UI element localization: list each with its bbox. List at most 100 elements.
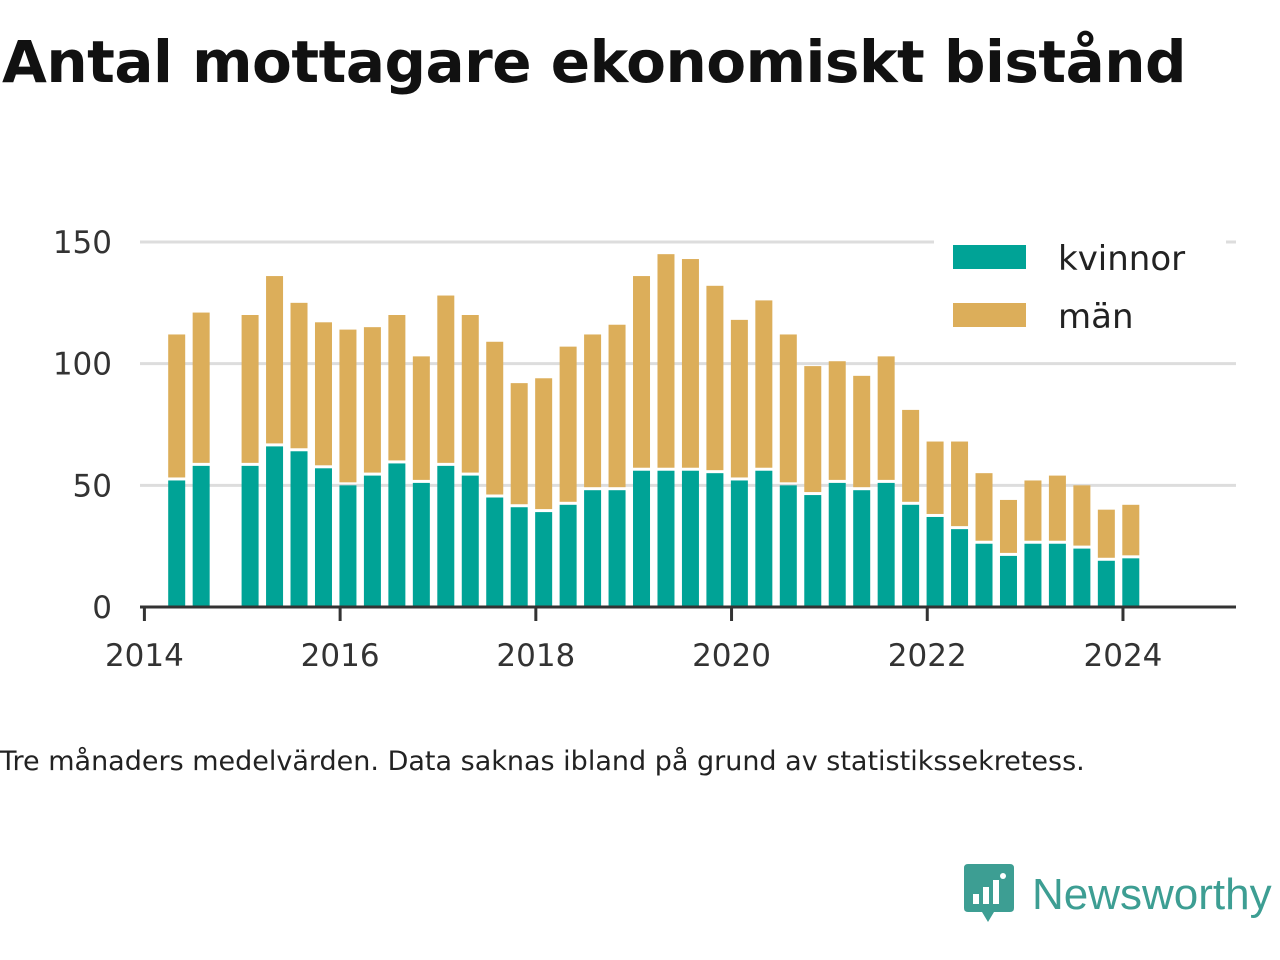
bar-kvinnor [314,468,332,607]
x-tick-label: 2020 [692,638,771,674]
bar-man [461,315,479,473]
bar-kvinnor [168,480,186,607]
bar-man [1024,480,1042,541]
bar-man [730,319,748,478]
y-axis-ticks: 0 50 100 150 [53,225,112,626]
bar-kvinnor [877,482,895,607]
x-tick-label: 2014 [105,638,184,674]
bar-man [363,327,381,473]
bar-kvinnor [902,504,920,607]
bar-man [1122,504,1140,556]
bar-man [437,295,455,463]
bar-kvinnor [999,555,1017,607]
bar-kvinnor [1097,560,1115,607]
bar-man [633,276,651,468]
bar-kvinnor [559,504,577,607]
bar-man [951,441,969,527]
bar-kvinnor [706,473,724,607]
bar-kvinnor [535,512,553,607]
y-tick-label: 100 [53,347,112,383]
bar-kvinnor [1024,543,1042,607]
bar-kvinnor [1122,558,1140,607]
bar-kvinnor [584,490,602,607]
y-tick-label: 0 [92,590,112,626]
bar-kvinnor [779,485,797,607]
bar-kvinnor [1073,548,1091,607]
bar-kvinnor [681,470,699,607]
legend-swatch-man [953,303,1026,327]
bar-man [314,322,332,466]
bar-man [999,499,1017,553]
bar-kvinnor [951,529,969,607]
bar-man [926,441,944,514]
bar-man [168,334,186,478]
bar-man [877,356,895,480]
y-tick-label: 50 [73,468,112,504]
bar-man [779,334,797,483]
bar-kvinnor [461,475,479,607]
bar-kvinnor [975,543,993,607]
bar-kvinnor [926,516,944,607]
bar-man [290,302,308,449]
bar-man [804,366,822,493]
bar-man [755,300,773,468]
bar-kvinnor [412,482,430,607]
bar-kvinnor [657,470,675,607]
bars [168,254,1140,607]
bar-man [975,473,993,541]
bar-kvinnor [437,465,455,607]
bar-man [828,361,846,480]
bar-man [1048,475,1066,541]
bar-man [706,285,724,471]
bar-man [192,312,210,463]
bar-man [902,409,920,502]
footnote: Tre månaders medelvärden. Data saknas ib… [0,746,1085,777]
bar-kvinnor [363,475,381,607]
bar-man [853,375,871,488]
legend-label-kvinnor: kvinnor [1058,239,1185,279]
newsworthy-logo-icon [964,864,1014,922]
bar-man [1097,509,1115,558]
bar-kvinnor [804,495,822,607]
bar-kvinnor [388,463,406,607]
bar-kvinnor [755,470,773,607]
bar-man [510,383,528,505]
x-axis-ticks: 2014 2016 2018 2020 2022 2024 [105,607,1162,674]
bar-kvinnor [510,507,528,607]
bar-kvinnor [339,485,357,607]
legend-swatch-kvinnor [953,245,1026,269]
y-tick-label: 150 [53,225,112,261]
x-tick-label: 2024 [1084,638,1163,674]
bar-man [535,378,553,510]
bar-kvinnor [730,480,748,607]
bar-kvinnor [608,490,626,607]
bar-man [339,329,357,483]
x-tick-label: 2018 [496,638,575,674]
bar-man [657,254,675,468]
legend-label-man: män [1058,297,1134,337]
x-tick-label: 2022 [888,638,967,674]
bar-chart: 2014 2016 2018 2020 2022 2024 0 50 100 150 kvinn… [53,225,1236,674]
bar-man [608,324,626,488]
bar-man [681,259,699,468]
brand-logo: Newsworthy [964,864,1272,926]
bar-man [486,341,504,495]
bar-kvinnor [1048,543,1066,607]
bar-kvinnor [633,470,651,607]
bar-kvinnor [192,465,210,607]
bar-man [1073,485,1091,546]
bar-man [388,315,406,461]
bar-kvinnor [241,465,259,607]
bar-man [584,334,602,488]
x-tick-label: 2016 [301,638,380,674]
bar-kvinnor [486,497,504,607]
bar-kvinnor [828,482,846,607]
bar-man [559,346,577,502]
bar-man [266,276,284,444]
chart-title: Antal mottagare ekonomiskt bistånd [2,28,1187,96]
bar-man [412,356,430,480]
bar-man [241,315,259,463]
bar-kvinnor [266,446,284,607]
brand-name: Newsworthy [1032,870,1272,919]
bar-kvinnor [290,451,308,607]
